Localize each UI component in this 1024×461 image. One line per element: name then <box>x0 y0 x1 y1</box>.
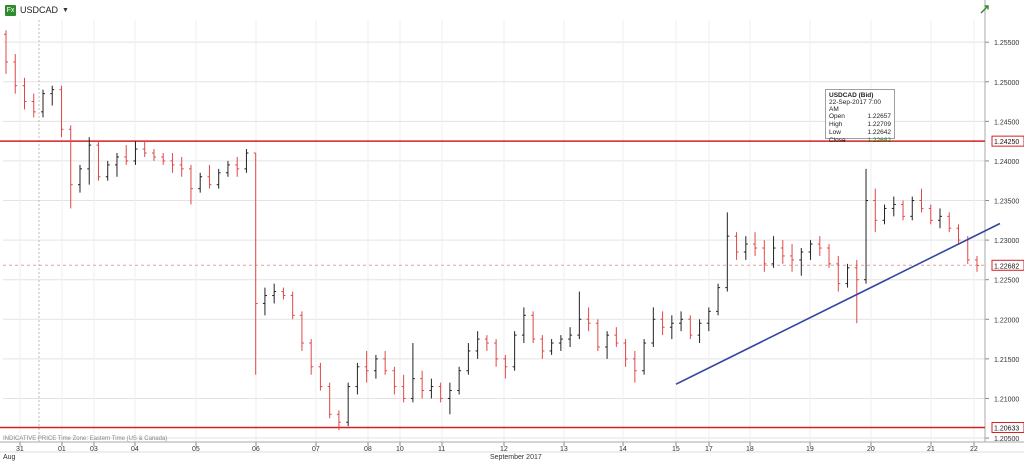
instrument-icon[interactable]: Fx <box>5 4 16 16</box>
x-tick-label: 31 <box>16 446 24 453</box>
y-tick-label: 1.20500 <box>994 436 1019 443</box>
price-label-text: 1.22682 <box>994 263 1019 270</box>
y-tick-label: 1.23500 <box>994 199 1019 206</box>
chevron-down-icon[interactable]: ▼ <box>62 6 69 14</box>
x-tick-label: 19 <box>806 446 814 453</box>
x-tick-label: 10 <box>396 446 404 453</box>
y-tick-label: 1.24500 <box>994 119 1019 126</box>
symbol-label[interactable]: USDCAD <box>20 5 59 15</box>
x-tick-label: 13 <box>560 446 568 453</box>
x-tick-label: 12 <box>500 446 508 453</box>
tooltip-row-open: Open 1.22657 <box>829 113 891 121</box>
x-tick-label: 04 <box>131 446 139 453</box>
y-tick-label: 1.21000 <box>994 396 1019 403</box>
x-tick-label: 05 <box>192 446 200 453</box>
tooltip-row-close: Close 1.22682 <box>829 137 891 145</box>
x-tick-label: 07 <box>312 446 320 453</box>
price-label-box <box>991 422 1024 434</box>
price-label-box <box>991 259 1024 271</box>
tooltip-row-low: Low 1.22642 <box>829 129 891 137</box>
tooltip-label: Open <box>829 113 845 120</box>
y-tick-label: 1.25000 <box>994 80 1019 87</box>
x-tick-label: 01 <box>58 446 66 453</box>
x-tick-label: 14 <box>619 446 627 453</box>
tooltip-value: 1.22642 <box>867 129 892 136</box>
trend-arrow-icon[interactable] <box>980 4 990 14</box>
x-month-label: September 2017 <box>490 454 542 461</box>
x-tick-label: 06 <box>252 446 260 453</box>
ohlc-tooltip: USDCAD (Bid) 22-Sep-2017 7:00 AM Open 1.… <box>825 89 895 144</box>
y-tick-label: 1.22500 <box>994 278 1019 285</box>
y-tick-label: 1.24000 <box>994 159 1019 166</box>
x-tick-label: 15 <box>672 446 680 453</box>
x-tick-label: 20 <box>867 446 875 453</box>
x-tick-label: 03 <box>90 446 98 453</box>
tooltip-row-high: High 1.22709 <box>829 121 891 129</box>
x-tick-label: 22 <box>970 446 978 453</box>
trendline <box>675 222 1001 385</box>
price-label-text: 1.20633 <box>994 426 1019 433</box>
x-month-label: Aug <box>3 454 16 461</box>
tooltip-title: USDCAD (Bid) <box>829 92 874 99</box>
x-tick-label: 08 <box>364 446 372 453</box>
y-tick-label: 1.25500 <box>994 40 1019 47</box>
toolbar: Fx USDCAD ▼ <box>0 0 69 20</box>
y-tick-label: 1.22000 <box>994 317 1019 324</box>
tooltip-value: 1.22682 <box>867 137 892 144</box>
tooltip-label: Close <box>829 137 846 144</box>
tooltip-label: Low <box>829 129 841 136</box>
tooltip-value: 1.22657 <box>867 113 892 120</box>
x-tick-label: 17 <box>705 446 713 453</box>
tooltip-value: 1.22709 <box>867 121 892 128</box>
x-tick-label: 18 <box>746 446 754 453</box>
tooltip-label: High <box>829 121 843 128</box>
y-tick-label: 1.23000 <box>994 238 1019 245</box>
price-label-box <box>991 135 1024 147</box>
x-tick-label: 11 <box>438 446 445 453</box>
tooltip-datetime: 22-Sep-2017 7:00 AM <box>829 99 882 113</box>
y-tick-label: 1.21500 <box>994 357 1019 364</box>
footnote: INDICATIVE PRICE Time Zone: Eastern Time… <box>3 436 168 442</box>
x-tick-label: 21 <box>927 446 935 453</box>
price-label-text: 1.24250 <box>994 139 1019 146</box>
